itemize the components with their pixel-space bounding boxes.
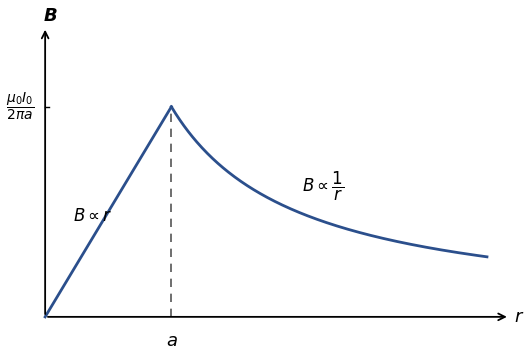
- Text: $B \propto r$: $B \propto r$: [74, 207, 113, 225]
- Text: B: B: [43, 7, 57, 25]
- Text: $\dfrac{\mu_0 I_0}{2\pi a}$: $\dfrac{\mu_0 I_0}{2\pi a}$: [5, 91, 34, 122]
- Text: $B \propto \dfrac{1}{r}$: $B \propto \dfrac{1}{r}$: [302, 170, 344, 203]
- Text: a: a: [166, 331, 177, 350]
- Text: r: r: [515, 308, 522, 326]
